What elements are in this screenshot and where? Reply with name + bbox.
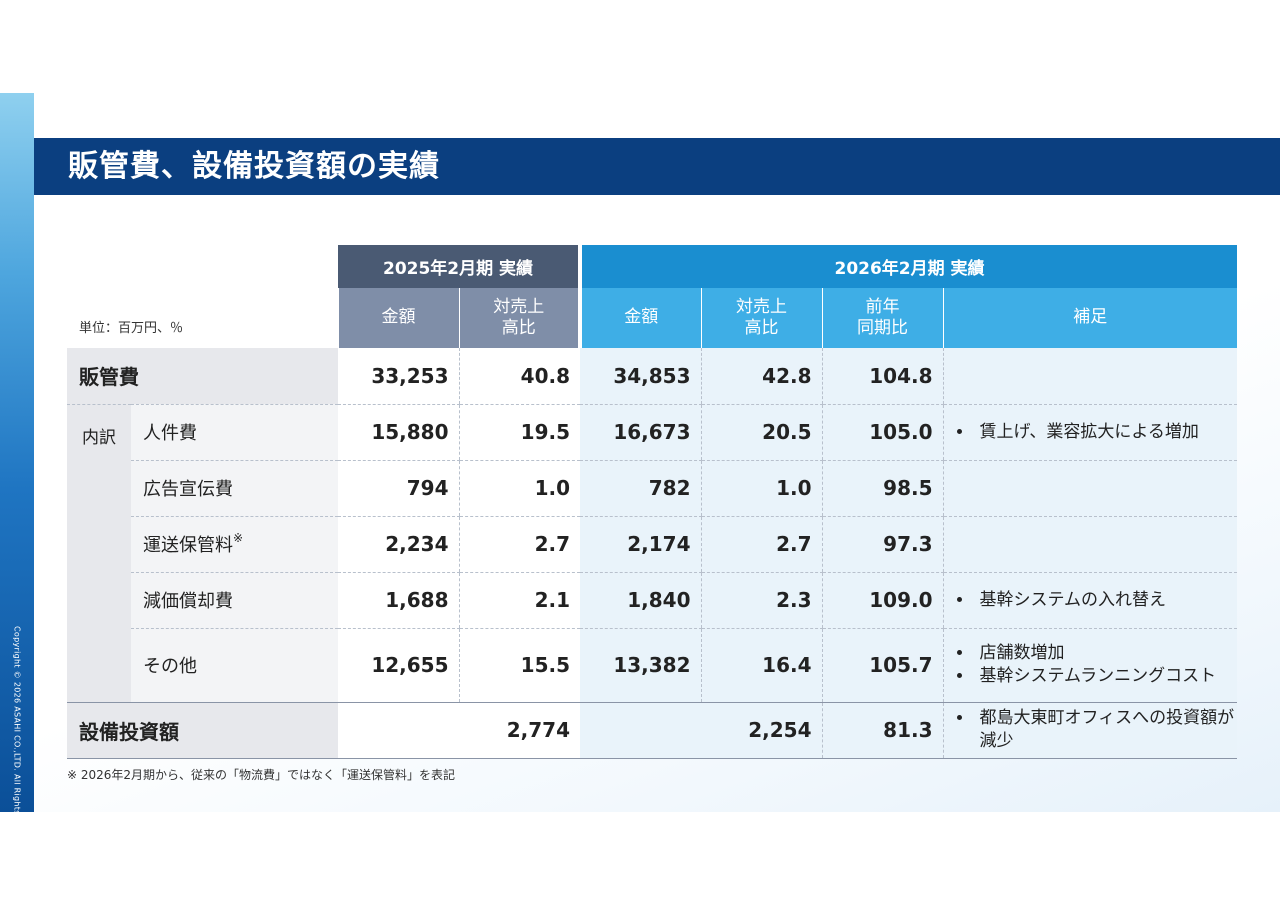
personnel-amount-2026: 16,673 (580, 404, 702, 461)
capex-note: 都島大東町オフィスへの投資額が減少 (942, 702, 1238, 759)
table-row-advertising: 広告宣伝費 794 1.0 782 1.0 98.5 (67, 460, 1238, 517)
header-sales-ratio-line2: 高比 (501, 318, 536, 338)
header-sales-ratio-line1: 対売上 (736, 296, 788, 317)
header-sales-ratio-2025: 対売上 高比 (458, 288, 583, 348)
personnel-yoy: 105.0 (821, 404, 944, 461)
other-ratio-2025: 15.5 (458, 628, 581, 703)
sga-ratio-2026: 42.8 (700, 348, 823, 405)
note-bullet: 基幹システムランニングコスト (974, 665, 1238, 688)
advertising-ratio-2025: 1.0 (458, 460, 581, 517)
table-row-sga: 販管費 33,253 40.8 34,853 42.8 104.8 (67, 348, 1238, 405)
header-2026-period: 2026年2月期 実績 (580, 245, 1238, 288)
header-amount-2025: 金額 (337, 288, 460, 348)
row-label-other: その他 (131, 628, 339, 703)
shipping-note (942, 516, 1238, 573)
table-row-other: その他 12,655 15.5 13,382 16.4 105.7 店舗数増加 … (67, 628, 1238, 703)
header-row-columns: 金額 対売上 高比 金額 対売上 高比 前年 同期比 補足 (67, 288, 1238, 348)
page-number: 8 (12, 879, 22, 893)
table-row-capex: 設備投資額 2,774 2,254 81.3 都島大東町オフィスへの投資額が減少 (67, 702, 1238, 759)
row-label-shipping: 運送保管料※ (131, 516, 339, 573)
header-yoy-line1: 前年 (865, 296, 900, 317)
header-row-periods: 単位：百万円、％ 2025年2月期 実績 2026年2月期 実績 (67, 245, 1238, 336)
sga-ratio-2025: 40.8 (458, 348, 581, 405)
shipping-ratio-2026: 2.7 (700, 516, 823, 573)
shipping-label-text: 運送保管料 (143, 535, 233, 556)
other-ratio-2026: 16.4 (700, 628, 823, 703)
row-label-capex: 設備投資額 (67, 702, 339, 759)
header-amount-2026: 金額 (579, 288, 702, 348)
depreciation-amount-2026: 1,840 (580, 572, 702, 629)
depreciation-ratio-2026: 2.3 (700, 572, 823, 629)
sga-amount-2025: 33,253 (338, 348, 460, 405)
footnote-mark: ※ (233, 531, 244, 545)
header-yoy-line2: 同期比 (857, 318, 909, 338)
note-bullet: 賃上げ、業容拡大による増加 (974, 421, 1238, 444)
copyright-text: Copyright © 2026 ASAHI CO.,LTD. All Righ… (12, 626, 22, 860)
personnel-amount-2025: 15,880 (338, 404, 460, 461)
other-yoy: 105.7 (821, 628, 944, 703)
page-title: 販管費、設備投資額の実績 (68, 149, 440, 184)
other-amount-2026: 13,382 (580, 628, 702, 703)
header-2025-period: 2025年2月期 実績 (338, 245, 583, 288)
row-label-sga: 販管費 (67, 348, 339, 405)
sga-note (942, 348, 1238, 405)
row-label-depreciation: 減価償却費 (131, 572, 339, 629)
shipping-amount-2025: 2,234 (338, 516, 460, 573)
table-row-personnel: 内訳 人件費 15,880 19.5 16,673 20.5 105.0 賃上げ… (67, 404, 1238, 703)
sga-capex-table: 単位：百万円、％ 2025年2月期 実績 2026年2月期 実績 金額 対売上 … (67, 245, 1238, 759)
capex-amount-2026: 2,254 (580, 702, 823, 759)
depreciation-amount-2025: 1,688 (338, 572, 460, 629)
capex-yoy: 81.3 (821, 702, 944, 759)
shipping-amount-2026: 2,174 (580, 516, 702, 573)
advertising-yoy: 98.5 (821, 460, 944, 517)
advertising-amount-2026: 782 (580, 460, 702, 517)
sga-amount-2026: 34,853 (580, 348, 702, 405)
depreciation-yoy: 109.0 (821, 572, 944, 629)
depreciation-note: 基幹システムの入れ替え (942, 572, 1238, 629)
row-label-personnel: 人件費 (131, 404, 339, 461)
note-bullet: 都島大東町オフィスへの投資額が減少 (974, 707, 1238, 753)
header-sales-ratio-2026: 対売上 高比 (700, 288, 823, 348)
header-yoy-2026: 前年 同期比 (821, 288, 944, 348)
advertising-ratio-2026: 1.0 (700, 460, 823, 517)
breakdown-label: 内訳 (67, 404, 131, 703)
table-row-depreciation: 減価償却費 1,688 2.1 1,840 2.3 109.0 基幹システムの入… (67, 572, 1238, 629)
shipping-ratio-2025: 2.7 (458, 516, 581, 573)
title-bar: 販管費、設備投資額の実績 (34, 138, 1280, 195)
side-accent-bar: Copyright © 2026 ASAHI CO.,LTD. All Righ… (0, 93, 34, 893)
note-bullet: 基幹システムの入れ替え (974, 589, 1238, 612)
unit-label: 単位：百万円、％ (79, 321, 184, 336)
header-sales-ratio-line2: 高比 (744, 318, 779, 338)
other-note: 店舗数増加 基幹システムランニングコスト (942, 628, 1238, 703)
header-notes: 補足 (942, 288, 1238, 348)
advertising-note (942, 460, 1238, 517)
sga-yoy: 104.8 (821, 348, 944, 405)
depreciation-ratio-2025: 2.1 (458, 572, 581, 629)
header-sales-ratio-line1: 対売上 (493, 296, 545, 317)
capex-amount-2025: 2,774 (338, 702, 581, 759)
footnote: ※ 2026年2月期から、従来の「物流費」ではなく「運送保管料」を表記 (67, 768, 456, 782)
shipping-yoy: 97.3 (821, 516, 944, 573)
personnel-note: 賃上げ、業容拡大による増加 (942, 404, 1238, 461)
personnel-ratio-2026: 20.5 (700, 404, 823, 461)
advertising-amount-2025: 794 (338, 460, 460, 517)
other-amount-2025: 12,655 (338, 628, 460, 703)
personnel-ratio-2025: 19.5 (458, 404, 581, 461)
table-row-shipping: 運送保管料※ 2,234 2.7 2,174 2.7 97.3 (67, 516, 1238, 573)
note-bullet: 店舗数増加 (974, 642, 1238, 665)
row-label-advertising: 広告宣伝費 (131, 460, 339, 517)
